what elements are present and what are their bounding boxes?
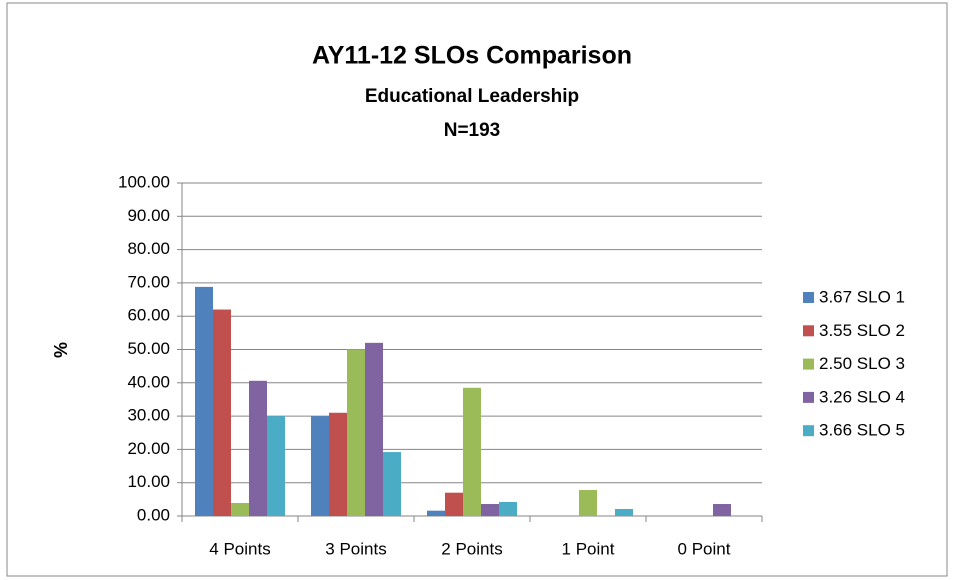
- x-tick-label: 4 Points: [209, 539, 270, 558]
- legend-swatch: [803, 358, 814, 370]
- legend-label: 3.67 SLO 1: [819, 287, 905, 306]
- bar: [195, 286, 213, 516]
- bar: [713, 504, 731, 516]
- legend-label: 2.50 SLO 3: [819, 354, 905, 373]
- y-tick-label: 80.00: [127, 239, 170, 258]
- bar: [579, 490, 597, 516]
- legend-label: 3.66 SLO 5: [819, 421, 905, 440]
- bar: [267, 416, 285, 516]
- bar: [427, 510, 445, 516]
- y-tick-label: 90.00: [127, 206, 170, 225]
- bar: [311, 416, 329, 516]
- bar: [463, 387, 481, 516]
- bar: [383, 452, 401, 516]
- bar: [365, 342, 383, 516]
- y-tick-label: 30.00: [127, 406, 170, 425]
- chart-subtitle: Educational Leadership: [365, 86, 579, 107]
- y-tick-label: 0.00: [137, 505, 170, 524]
- y-tick-label: 40.00: [127, 372, 170, 391]
- y-tick-label: 10.00: [127, 472, 170, 491]
- chart-subtitle: N=193: [444, 120, 501, 141]
- x-tick-label: 1 Point: [562, 539, 615, 558]
- bar: [445, 492, 463, 516]
- legend-swatch: [803, 292, 814, 303]
- legend-swatch: [803, 391, 814, 403]
- bar: [213, 309, 231, 516]
- chart-title: AY11-12 SLOs Comparison: [312, 42, 632, 70]
- bar: [615, 509, 633, 516]
- bar: [347, 349, 365, 516]
- bar: [499, 502, 517, 516]
- bar: [481, 504, 499, 516]
- y-tick-label: 20.00: [127, 439, 170, 458]
- x-tick-label: 3 Points: [325, 539, 386, 558]
- y-tick-label: 60.00: [127, 306, 170, 325]
- legend-label: 3.55 SLO 2: [819, 321, 905, 340]
- x-tick-label: 2 Points: [441, 539, 502, 558]
- y-axis-label: %: [51, 342, 71, 358]
- y-tick-label: 70.00: [127, 272, 170, 291]
- bar: [249, 380, 267, 516]
- x-tick-label: 0 Point: [678, 539, 731, 558]
- legend-swatch: [803, 425, 814, 437]
- bar: [329, 412, 347, 516]
- bar: [231, 503, 249, 516]
- y-tick-label: 100.00: [118, 172, 170, 191]
- y-tick-label: 50.00: [127, 339, 170, 358]
- legend-label: 3.26 SLO 4: [819, 387, 905, 406]
- legend-swatch: [803, 325, 814, 337]
